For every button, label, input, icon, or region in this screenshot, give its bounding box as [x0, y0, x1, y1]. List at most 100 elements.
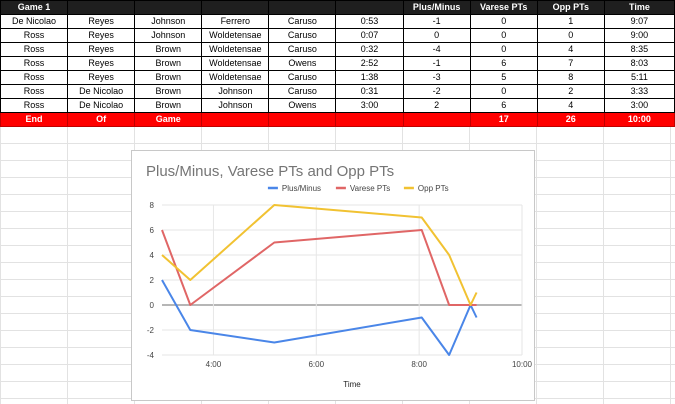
table-cell[interactable]: 3:33	[603, 84, 675, 99]
total-cell[interactable]: Game	[134, 112, 203, 127]
header-cell[interactable]	[335, 0, 404, 15]
table-cell[interactable]: Ferrero	[201, 14, 270, 29]
table-cell[interactable]: Johnson	[201, 84, 270, 99]
table-cell[interactable]: 2:52	[335, 56, 404, 71]
table-cell[interactable]: -4	[402, 42, 471, 57]
y-tick-label: 4	[150, 251, 155, 260]
table-cell[interactable]: Reyes	[67, 42, 136, 57]
table-cell[interactable]: 2	[402, 98, 471, 113]
table-cell[interactable]: 0	[469, 28, 538, 43]
table-cell[interactable]: Ross	[0, 98, 69, 113]
table-cell[interactable]: 8:35	[603, 42, 675, 57]
table-cell[interactable]: De Nicolao	[0, 14, 69, 29]
table-cell[interactable]: 0	[469, 14, 538, 29]
table-cell[interactable]: Brown	[134, 98, 203, 113]
total-cell[interactable]: 26	[536, 112, 605, 127]
legend-label: Opp PTs	[418, 184, 449, 193]
table-cell[interactable]: Johnson	[134, 28, 203, 43]
y-tick-label: 0	[150, 301, 155, 310]
table-cell[interactable]: 0:07	[335, 28, 404, 43]
table-cell[interactable]: 6	[469, 98, 538, 113]
table-cell[interactable]: Ross	[0, 28, 69, 43]
table-cell[interactable]: Caruso	[268, 42, 337, 57]
table-cell[interactable]: Reyes	[67, 56, 136, 71]
table-cell[interactable]: 0	[402, 28, 471, 43]
table-cell[interactable]: 4	[536, 42, 605, 57]
table-cell[interactable]: 5:11	[603, 70, 675, 85]
table-cell[interactable]: Owens	[268, 98, 337, 113]
table-cell[interactable]: Caruso	[268, 28, 337, 43]
table-cell[interactable]: Woldetensae	[201, 42, 270, 57]
table-cell[interactable]: 9:00	[603, 28, 675, 43]
table-cell[interactable]: 4	[536, 98, 605, 113]
table-cell[interactable]: 6	[469, 56, 538, 71]
table-cell[interactable]: 8:03	[603, 56, 675, 71]
header-cell[interactable]: Plus/Minus	[402, 0, 471, 15]
table-cell[interactable]: Woldetensae	[201, 70, 270, 85]
table-cell[interactable]: 0	[469, 84, 538, 99]
table-cell[interactable]: Woldetensae	[201, 56, 270, 71]
table-cell[interactable]: 3:00	[603, 98, 675, 113]
table-cell[interactable]: De Nicolao	[67, 98, 136, 113]
table-cell[interactable]: Woldetensae	[201, 28, 270, 43]
series-line-3	[161, 204, 478, 306]
header-cell[interactable]	[201, 0, 270, 15]
total-cell[interactable]	[402, 112, 471, 127]
table-row: Ross Reyes Brown Woldetensae Owens 2:52 -1 6 7 8:…	[0, 56, 675, 71]
header-cell[interactable]	[134, 0, 203, 15]
total-cell[interactable]	[201, 112, 270, 127]
table-cell[interactable]: Owens	[268, 56, 337, 71]
header-cell[interactable]: Game 1	[0, 0, 69, 15]
table-cell[interactable]: Caruso	[268, 70, 337, 85]
chart-container[interactable]: Plus/Minus, Varese PTs and Opp PTs -4 -2 0…	[131, 150, 535, 401]
table-cell[interactable]: -3	[402, 70, 471, 85]
total-cell[interactable]	[268, 112, 337, 127]
header-cell[interactable]	[67, 0, 136, 15]
table-cell[interactable]: 2	[536, 84, 605, 99]
total-cell[interactable]: 10:00	[603, 112, 675, 127]
table-cell[interactable]: Ross	[0, 84, 69, 99]
table-cell[interactable]: 0:53	[335, 14, 404, 29]
table-cell[interactable]: -2	[402, 84, 471, 99]
table-cell[interactable]: 0	[469, 42, 538, 57]
table-cell[interactable]: Ross	[0, 70, 69, 85]
total-cell[interactable]	[335, 112, 404, 127]
table-cell[interactable]: 9:07	[603, 14, 675, 29]
table-cell[interactable]: Brown	[134, 42, 203, 57]
table-cell[interactable]: Johnson	[201, 98, 270, 113]
table-cell[interactable]: 0:32	[335, 42, 404, 57]
table-cell[interactable]: Ross	[0, 42, 69, 57]
x-tick-label: 6:00	[308, 360, 324, 369]
table-cell[interactable]: Caruso	[268, 14, 337, 29]
table-cell[interactable]: 7	[536, 56, 605, 71]
table-cell[interactable]: Reyes	[67, 14, 136, 29]
table-cell[interactable]: 1	[536, 14, 605, 29]
table-cell[interactable]: 0	[536, 28, 605, 43]
table-cell[interactable]: Brown	[134, 84, 203, 99]
header-cell[interactable]: Varese PTs	[469, 0, 538, 15]
table-cell[interactable]: 8	[536, 70, 605, 85]
total-cell[interactable]: 17	[469, 112, 538, 127]
table-cell[interactable]: Caruso	[268, 84, 337, 99]
table-cell[interactable]: Ross	[0, 56, 69, 71]
table-cell[interactable]: Brown	[134, 70, 203, 85]
total-cell[interactable]: Of	[67, 112, 136, 127]
table-row: Ross Reyes Johnson Woldetensae Caruso 0:07 0 0 0…	[0, 28, 675, 43]
table-cell[interactable]: De Nicolao	[67, 84, 136, 99]
table-cell[interactable]: Johnson	[134, 14, 203, 29]
header-cell[interactable]: Opp PTs	[536, 0, 605, 15]
table-cell[interactable]: Reyes	[67, 28, 136, 43]
table-cell[interactable]: 0:31	[335, 84, 404, 99]
table-cell[interactable]: Reyes	[67, 70, 136, 85]
header-cell[interactable]	[268, 0, 337, 15]
table-cell[interactable]: 5	[469, 70, 538, 85]
table-cell[interactable]: Brown	[134, 56, 203, 71]
table-cell[interactable]: 1:38	[335, 70, 404, 85]
table-cell[interactable]: -1	[402, 14, 471, 29]
table-cell[interactable]: 3:00	[335, 98, 404, 113]
lineup-table: Game 1 Plus/Minus Varese PTs Opp PTs Time De…	[0, 0, 675, 127]
header-cell[interactable]: Time	[603, 0, 675, 15]
y-tick-label: -2	[147, 326, 155, 335]
total-cell[interactable]: End	[0, 112, 69, 127]
table-cell[interactable]: -1	[402, 56, 471, 71]
